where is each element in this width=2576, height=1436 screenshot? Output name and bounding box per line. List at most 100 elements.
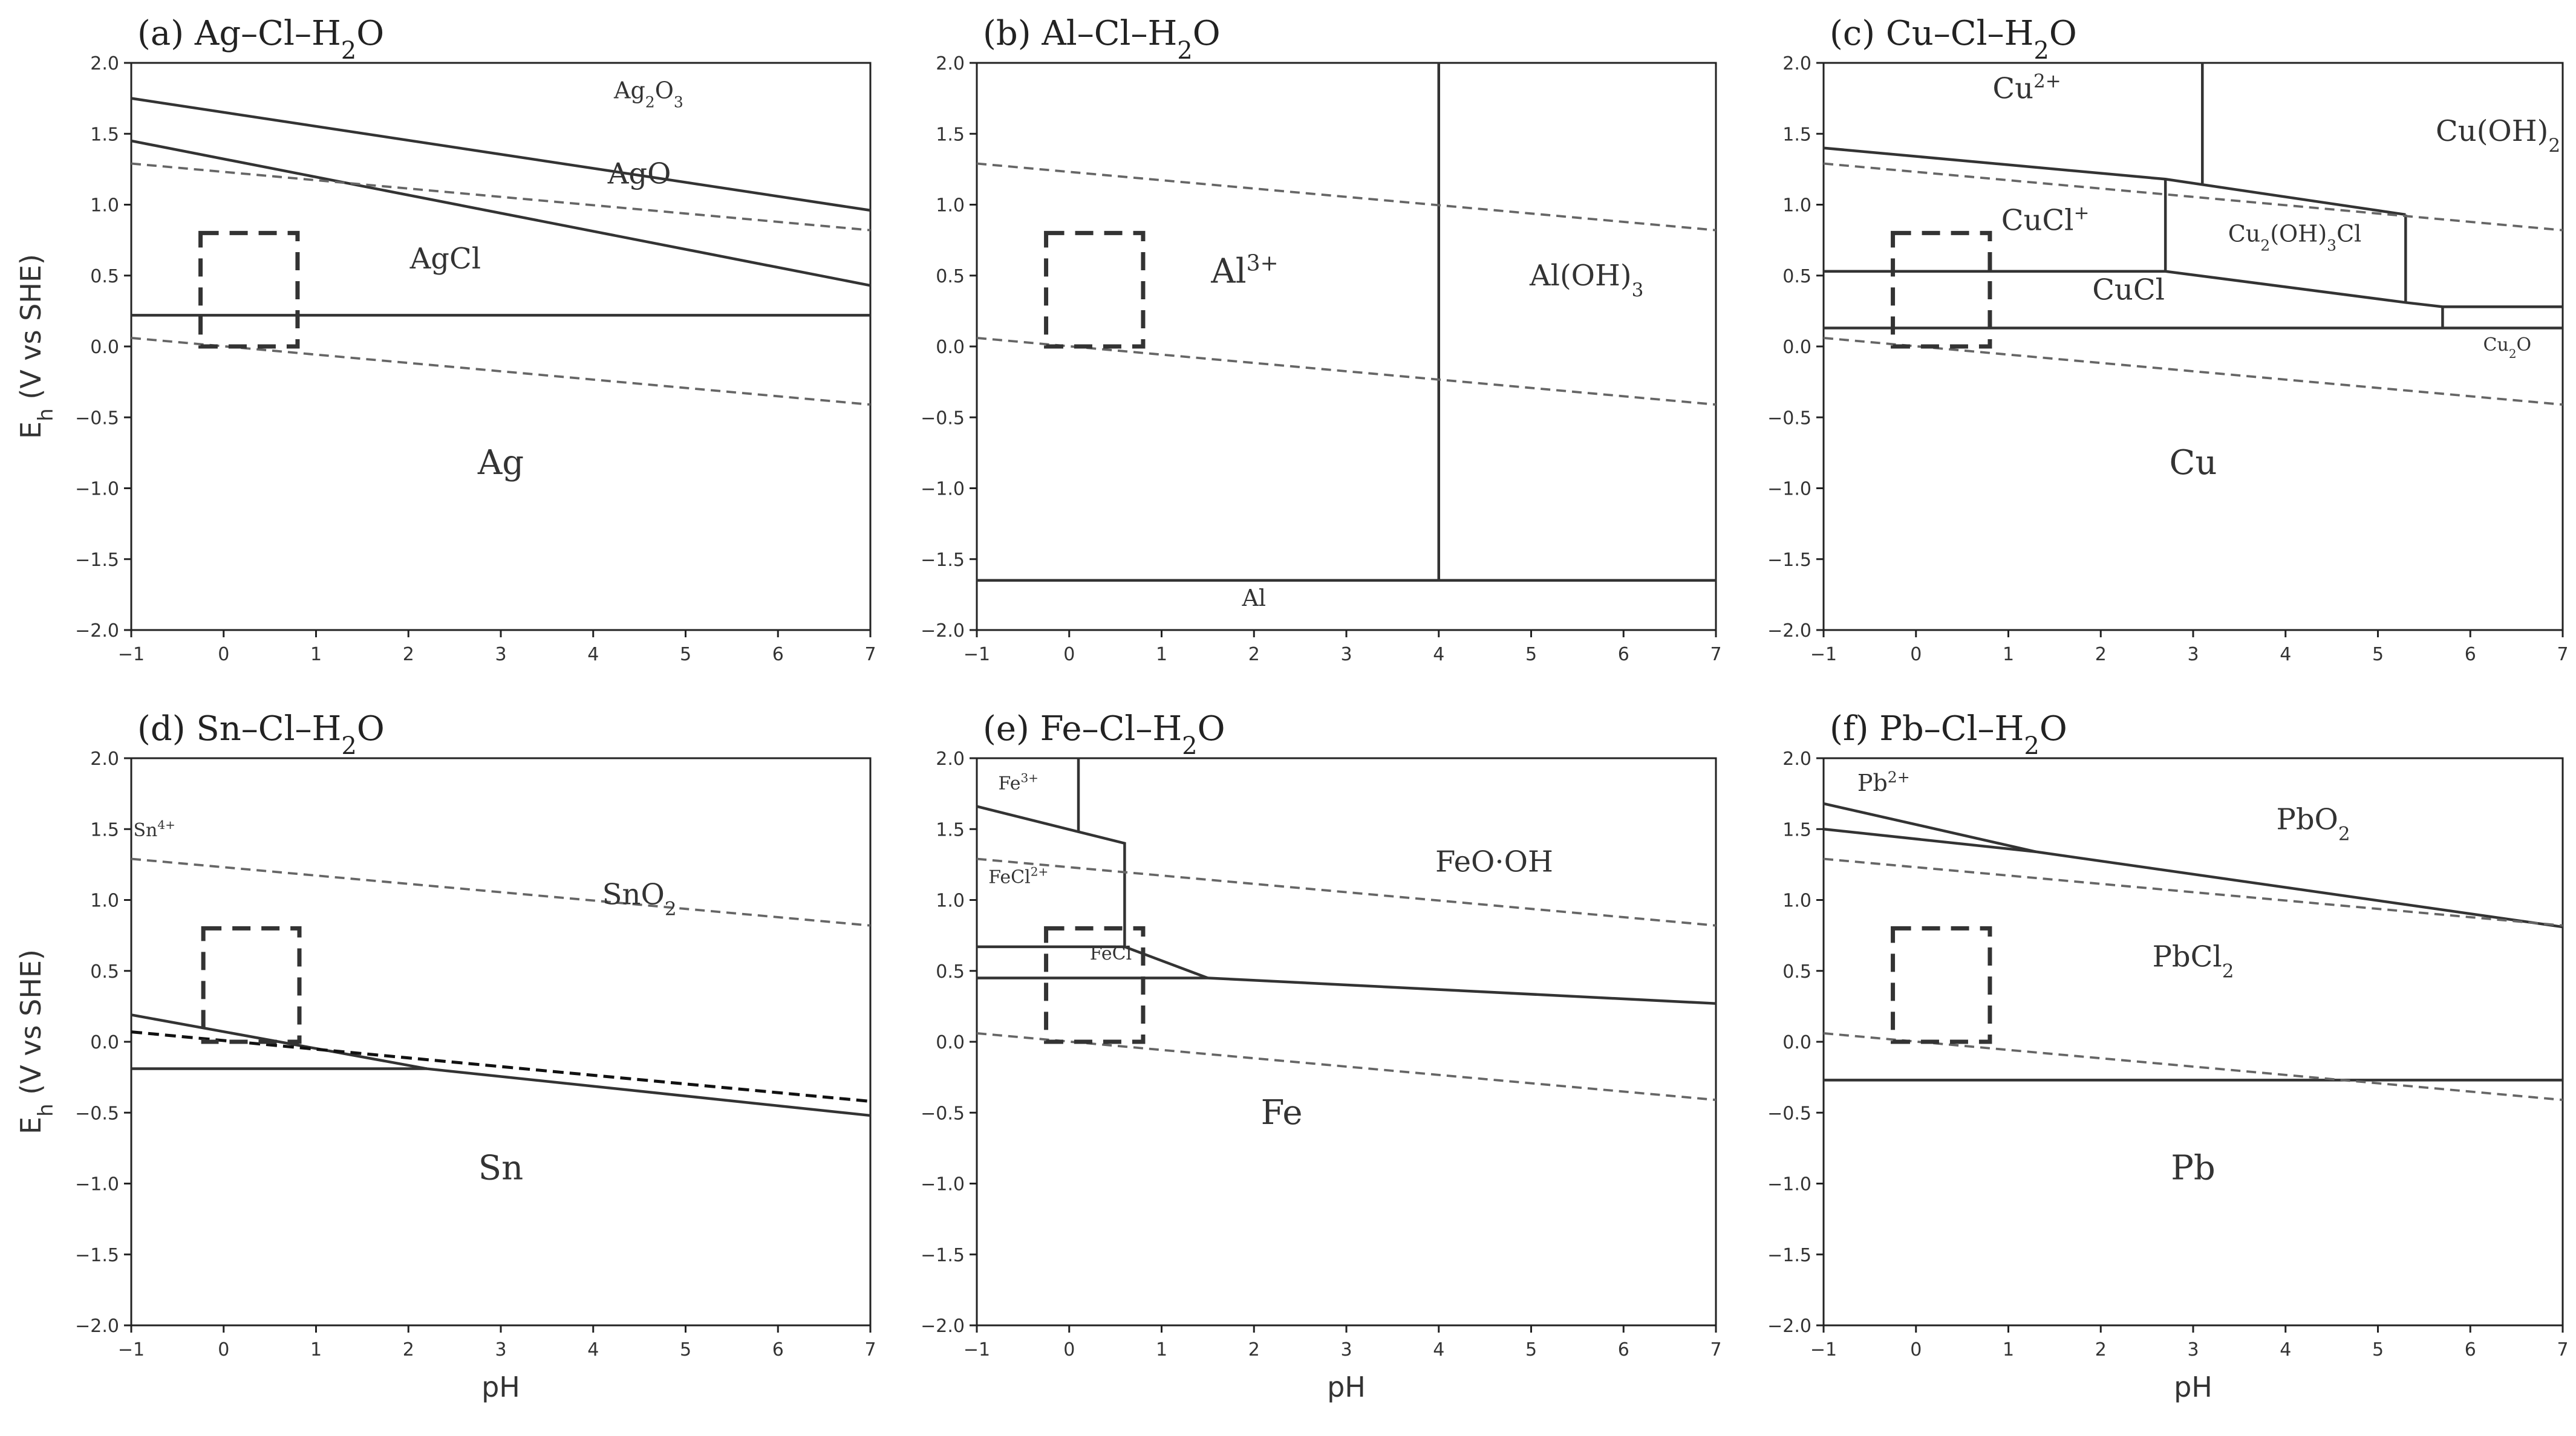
region-label: CuCl	[2092, 273, 2165, 307]
x-tick-label: −1	[118, 1339, 145, 1360]
panel-title: (a) Ag–Cl–H2O	[137, 14, 384, 65]
y-tick-label: −1.5	[1767, 550, 1811, 571]
region-label: Sn	[478, 1148, 523, 1187]
boundary-line	[977, 976, 1717, 1005]
region-label: Ag2O3	[613, 77, 683, 111]
x-tick-label: 6	[1618, 644, 1629, 665]
x-tick-label: 0	[1063, 644, 1075, 665]
panel-title: (d) Sn–Cl–H2O	[137, 709, 385, 760]
x-tick-label: 6	[1618, 1339, 1629, 1360]
water-stability-line	[976, 337, 1717, 406]
panel-title: (e) Fe–Cl–H2O	[983, 709, 1225, 760]
y-tick-label: 0.5	[936, 961, 965, 983]
x-tick-label: 7	[864, 644, 876, 665]
x-tick-label: 1	[310, 644, 322, 665]
y-tick-label: −0.5	[1767, 1103, 1811, 1124]
water-stability-line	[1823, 857, 2563, 927]
x-tick-label: 7	[864, 1339, 876, 1360]
region-label: Al(OH)3	[1529, 259, 1643, 301]
y-tick-label: 0.5	[90, 961, 119, 983]
water-stability-line	[131, 337, 871, 406]
boundary-line	[1823, 828, 2036, 854]
x-tick-label: 2	[1248, 644, 1260, 665]
region-label: PbCl2	[2153, 940, 2234, 983]
x-tick-label: 1	[1156, 1339, 1167, 1360]
panel-4: −1 0 1 2 3 4 5 6 7 −2.0 −1.5 −1.0 −0.5 0.0 0.5 1.0 1.5 2.…	[921, 709, 1721, 1403]
water-stability-line	[976, 857, 1717, 927]
y-tick-label: 1.5	[936, 124, 965, 145]
x-tick-label: 6	[2465, 1339, 2476, 1360]
region-label: Pb2+	[1857, 768, 1910, 796]
x-tick-label: 1	[310, 1339, 322, 1360]
panel-1: −1 0 1 2 3 4 5 6 7 −2.0 −1.5 −1.0 −0.5 0.0 0.5 1.0 1.5 2.…	[921, 14, 1721, 665]
x-tick-label: −1	[118, 644, 145, 665]
water-stability-line	[976, 1032, 1717, 1102]
water-stability-line	[131, 162, 871, 232]
panel-title: (b) Al–Cl–H2O	[983, 14, 1221, 65]
boundary-line	[977, 945, 1208, 980]
y-tick-label: −1.5	[921, 1245, 965, 1266]
region-label: Cu2(OH)3Cl	[2228, 220, 2362, 254]
x-tick-label: 5	[1525, 644, 1537, 665]
y-tick-label: −2.0	[1767, 1316, 1811, 1337]
y-tick-label: −1.0	[1767, 479, 1811, 500]
y-tick-label: −1.0	[921, 479, 965, 500]
y-axis-title: Eh (V vs SHE)	[15, 949, 58, 1134]
x-tick-label: 6	[772, 1339, 784, 1360]
y-tick-label: 1.0	[90, 195, 119, 216]
region-label: Sn4+	[134, 817, 175, 841]
condition-box	[1044, 230, 1146, 349]
boundary-line	[131, 139, 871, 287]
x-tick-label: 3	[2187, 1339, 2199, 1360]
y-tick-label: 0.5	[1782, 961, 1811, 983]
x-tick-label: 5	[1525, 1339, 1537, 1360]
y-tick-label: −0.5	[1767, 408, 1811, 429]
x-tick-label: −1	[1810, 1339, 1837, 1360]
x-axis-title: pH	[2174, 1371, 2212, 1403]
x-tick-label: 2	[403, 644, 414, 665]
x-tick-label: 1	[2003, 644, 2014, 665]
x-tick-label: 2	[2095, 1339, 2107, 1360]
y-tick-label: 2.0	[936, 53, 965, 74]
region-label: Ag	[477, 443, 524, 482]
x-tick-label: 4	[587, 644, 599, 665]
region-label: Al3+	[1210, 251, 1278, 291]
region-label: FeCl2+	[988, 864, 1048, 888]
y-tick-label: 1.0	[936, 195, 965, 216]
x-tick-label: 3	[1340, 644, 1352, 665]
panel-5: −1 0 1 2 3 4 5 6 7 −2.0 −1.5 −1.0 −0.5 0.0 0.5 1.0 1.5 2.…	[1767, 709, 2568, 1403]
y-tick-label: −2.0	[75, 1316, 119, 1337]
region-label: FeCl	[1090, 943, 1132, 964]
x-tick-label: 7	[1710, 644, 1721, 665]
boundary-line	[976, 805, 1126, 947]
y-tick-label: 1.0	[1782, 891, 1811, 912]
region-label: Cu(OH)2	[2436, 114, 2560, 157]
x-tick-label: 0	[1910, 644, 1922, 665]
x-tick-label: 7	[2557, 644, 2568, 665]
x-tick-label: 1	[1156, 644, 1167, 665]
y-tick-label: 0.0	[1782, 337, 1811, 358]
y-tick-label: 1.0	[1782, 195, 1811, 216]
region-label: Cu2+	[1992, 71, 2061, 106]
panel-3: −1 0 1 2 3 4 5 6 7 −2.0 −1.5 −1.0 −0.5 0.0 0.5 1.0 1.5 2.…	[15, 709, 876, 1403]
boundary-line	[1824, 270, 2563, 308]
x-tick-label: −1	[964, 644, 990, 665]
x-tick-label: 2	[2095, 644, 2107, 665]
y-tick-label: −1.0	[1767, 1174, 1811, 1195]
water-stability-line	[1823, 337, 2563, 406]
boundary-line	[1823, 802, 2563, 929]
condition-box	[1891, 926, 1992, 1044]
y-tick-label: 1.0	[936, 891, 965, 912]
x-tick-label: 2	[403, 1339, 414, 1360]
y-tick-label: −1.5	[1767, 1245, 1811, 1266]
x-tick-label: 5	[680, 1339, 691, 1360]
boundary-line	[1823, 146, 2406, 216]
y-tick-label: −2.0	[75, 620, 119, 642]
y-tick-label: 0.0	[936, 1032, 965, 1053]
y-tick-label: 2.0	[1782, 53, 1811, 74]
water-stability-line	[1823, 162, 2563, 232]
y-tick-label: 0.0	[936, 337, 965, 358]
region-label: AgO	[607, 157, 671, 190]
region-label: CuCl+	[2001, 203, 2090, 238]
y-tick-label: −0.5	[75, 1103, 119, 1124]
